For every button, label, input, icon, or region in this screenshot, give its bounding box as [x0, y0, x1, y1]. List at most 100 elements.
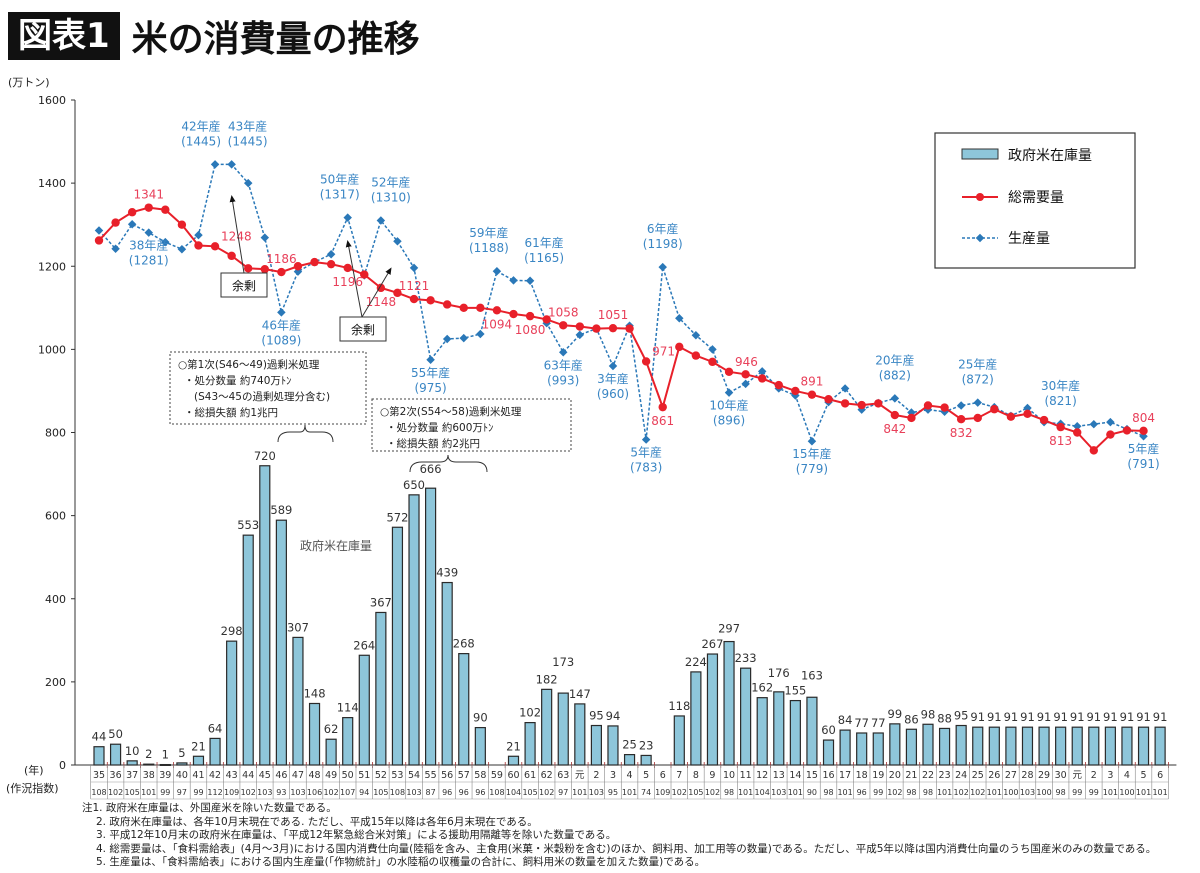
stock-bar-label: 91 — [1020, 710, 1035, 724]
stock-bar — [342, 717, 354, 766]
x-tick-label: 46 — [275, 770, 287, 781]
demand-annotation: 1058 — [548, 305, 579, 319]
stock-bar — [159, 763, 171, 766]
stock-bar-label: 162 — [751, 681, 773, 695]
stock-bar-label: 553 — [237, 518, 259, 532]
demand-point — [144, 203, 153, 212]
stock-bar — [988, 726, 1000, 766]
x-tick-label: 11 — [740, 770, 752, 781]
stock-bar-label: 267 — [701, 637, 723, 651]
demand-point — [1073, 428, 1082, 437]
stock-bar-label: 91 — [1053, 710, 1068, 724]
crop-index-label: 104 — [755, 788, 770, 797]
stock-bar — [143, 763, 155, 766]
demand-point — [1139, 426, 1148, 436]
demand-point — [658, 402, 667, 412]
production-point — [641, 435, 651, 444]
demand-point — [194, 241, 203, 250]
stock-bar-label: 268 — [453, 637, 475, 651]
demand-point — [277, 267, 286, 277]
y-tick-label: 200 — [45, 676, 66, 689]
chart-title: 図表1 米の消費量の推移 — [8, 10, 420, 62]
production-annotation-value: (1165) — [524, 251, 564, 265]
x-tick-label: 42 — [209, 770, 221, 781]
stock-bar — [673, 715, 685, 766]
legend-label-demand: 総需要量 — [1008, 190, 1064, 206]
demand-point — [376, 283, 386, 293]
stock-bar — [192, 755, 205, 766]
stock-bar-label: 95 — [954, 709, 969, 723]
crop-index-label: 101 — [572, 788, 587, 797]
footnote: 4. 総需要量は、「食料需給表」(4月～3月)における国内消費仕向量(陸稲を含み… — [96, 842, 1157, 855]
stock-bar-label: 99 — [888, 707, 903, 721]
crop-index-label: 101 — [987, 788, 1002, 797]
stock-bar — [441, 581, 453, 766]
demand-annotation: 1051 — [598, 308, 629, 322]
y-tick-label: 400 — [45, 593, 66, 606]
x-tick-label: 25 — [972, 770, 984, 781]
figure-badge: 図表1 — [8, 12, 120, 60]
demand-point — [1039, 415, 1049, 425]
crop-index-label: 101 — [738, 788, 753, 797]
production-point — [409, 263, 419, 273]
crop-index-label: 99 — [160, 788, 170, 797]
stock-bar — [773, 691, 785, 766]
stock-bar — [789, 699, 801, 766]
crop-index-label: 105 — [125, 788, 140, 797]
stock-bar — [474, 726, 486, 766]
demand-point — [326, 259, 336, 269]
stock-bar-label: 21 — [191, 739, 206, 753]
stock-bar-label: 176 — [768, 666, 790, 680]
crop-index-label: 94 — [359, 788, 369, 797]
production-point — [376, 216, 386, 225]
x-tick-label: 28 — [1021, 770, 1033, 781]
stock-bar-label: 298 — [221, 624, 243, 638]
demand-point — [608, 323, 618, 333]
crop-index-label: 101 — [622, 788, 637, 797]
stock-bar — [822, 739, 835, 766]
crop-index-label: 99 — [1072, 788, 1082, 797]
x-tick-label: 23 — [939, 770, 951, 781]
x-tick-label: 39 — [159, 770, 171, 781]
index-row-label: (作況指数) — [6, 781, 59, 795]
stock-bar-label: 91 — [1070, 710, 1085, 724]
production-annotation-year: 6年産 — [647, 221, 679, 236]
stock-bar-label: 2 — [145, 747, 152, 761]
x-tick-label: 26 — [988, 770, 1000, 781]
crop-index-label: 98 — [1056, 788, 1066, 797]
stock-bar-label: 147 — [569, 687, 591, 701]
production-annotation-value: (1281) — [129, 254, 169, 268]
crop-index-label: 109 — [224, 788, 239, 797]
x-tick-label: 52 — [375, 770, 387, 781]
stock-bar-label: 60 — [821, 723, 836, 737]
stock-bar-label: 5 — [178, 746, 185, 760]
stock-inline-label: 政府米在庫量 — [300, 538, 372, 553]
demand-point — [840, 399, 850, 408]
x-tick-label: 36 — [110, 770, 122, 781]
stock-bar — [325, 738, 337, 766]
page-title: 米の消費量の推移 — [131, 19, 420, 60]
production-point — [1089, 419, 1099, 429]
y-tick-label: 800 — [45, 427, 66, 440]
demand-point — [343, 263, 352, 273]
stock-bar-label: 44 — [92, 730, 107, 744]
crop-index-label: 101 — [837, 788, 852, 797]
crop-index-label: 96 — [459, 788, 469, 797]
stock-bar — [176, 762, 188, 766]
production-annotation-year: 15年産 — [792, 446, 831, 461]
brace-1 — [277, 424, 334, 443]
demand-point — [244, 264, 253, 273]
stock-bar — [391, 526, 404, 766]
stock-bar — [1055, 726, 1067, 766]
x-tick-label: 61 — [524, 770, 536, 781]
stock-bar-label: 90 — [473, 711, 488, 725]
x-tick-label: 38 — [143, 770, 155, 781]
production-annotation-year: 63年産 — [544, 357, 583, 372]
stock-bar-label: 233 — [735, 651, 757, 665]
crop-index-label: 101 — [1103, 788, 1118, 797]
demand-point — [990, 405, 999, 414]
stock-bar-label: 84 — [838, 713, 853, 727]
production-point — [691, 331, 701, 340]
x-tick-label: 10 — [723, 770, 735, 781]
stock-bar-label: 91 — [1153, 710, 1168, 724]
